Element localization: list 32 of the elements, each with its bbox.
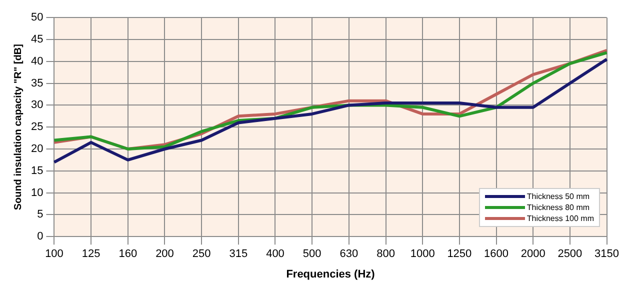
x-tick-label: 3150 — [594, 248, 620, 260]
x-tick-label: 500 — [302, 248, 322, 260]
x-tick-label: 1000 — [410, 248, 435, 260]
x-tick-label: 1600 — [484, 248, 508, 260]
x-axis-title: Frequencies (Hz) — [286, 268, 376, 280]
legend-label: Thickness 50 mm — [526, 192, 590, 201]
x-tick-label: 400 — [266, 248, 284, 260]
y-tick-label: 5 — [37, 208, 44, 221]
x-tick-label: 800 — [376, 248, 395, 260]
x-tick-label: 100 — [45, 248, 64, 260]
legend-label: Thickness 100 mm — [526, 214, 594, 223]
x-tick-label: 2500 — [558, 248, 582, 260]
y-tick-label: 50 — [30, 12, 44, 24]
y-tick-label: 25 — [30, 121, 44, 134]
y-tick-label: 40 — [30, 55, 44, 68]
x-tick-label: 2000 — [520, 248, 546, 260]
y-axis-title: Sound insulation capacity "R" [dB] — [12, 44, 24, 210]
x-tick-label: 250 — [192, 248, 211, 260]
x-tick-label: 315 — [229, 248, 248, 260]
y-tick-label: 0 — [37, 230, 44, 243]
x-tick-label: 160 — [118, 248, 138, 260]
x-tick-label: 1250 — [447, 248, 472, 260]
y-tick-label: 30 — [30, 99, 44, 112]
y-tick-label: 45 — [30, 34, 44, 46]
legend-label: Thickness 80 mm — [526, 203, 590, 212]
x-tick-label: 200 — [156, 248, 174, 260]
y-tick-label: 15 — [30, 164, 44, 177]
y-tick-label: 20 — [30, 143, 44, 156]
y-tick-label: 35 — [30, 77, 44, 90]
x-tick-label: 630 — [340, 248, 358, 260]
x-tick-label: 125 — [82, 248, 100, 260]
y-tick-label: 10 — [30, 186, 44, 199]
